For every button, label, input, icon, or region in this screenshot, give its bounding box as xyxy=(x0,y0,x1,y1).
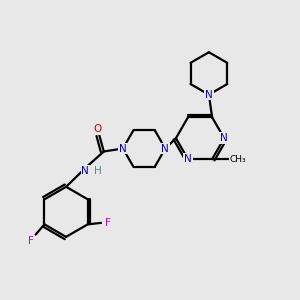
Text: N: N xyxy=(81,166,89,176)
Text: F: F xyxy=(28,236,34,245)
Text: N: N xyxy=(119,143,127,154)
Text: H: H xyxy=(94,166,102,176)
Text: O: O xyxy=(94,124,102,134)
Text: N: N xyxy=(205,90,213,100)
Text: N: N xyxy=(161,143,169,154)
Text: N: N xyxy=(220,133,228,143)
Text: CH₃: CH₃ xyxy=(230,154,246,164)
Text: N: N xyxy=(184,154,192,164)
Text: F: F xyxy=(104,218,110,228)
